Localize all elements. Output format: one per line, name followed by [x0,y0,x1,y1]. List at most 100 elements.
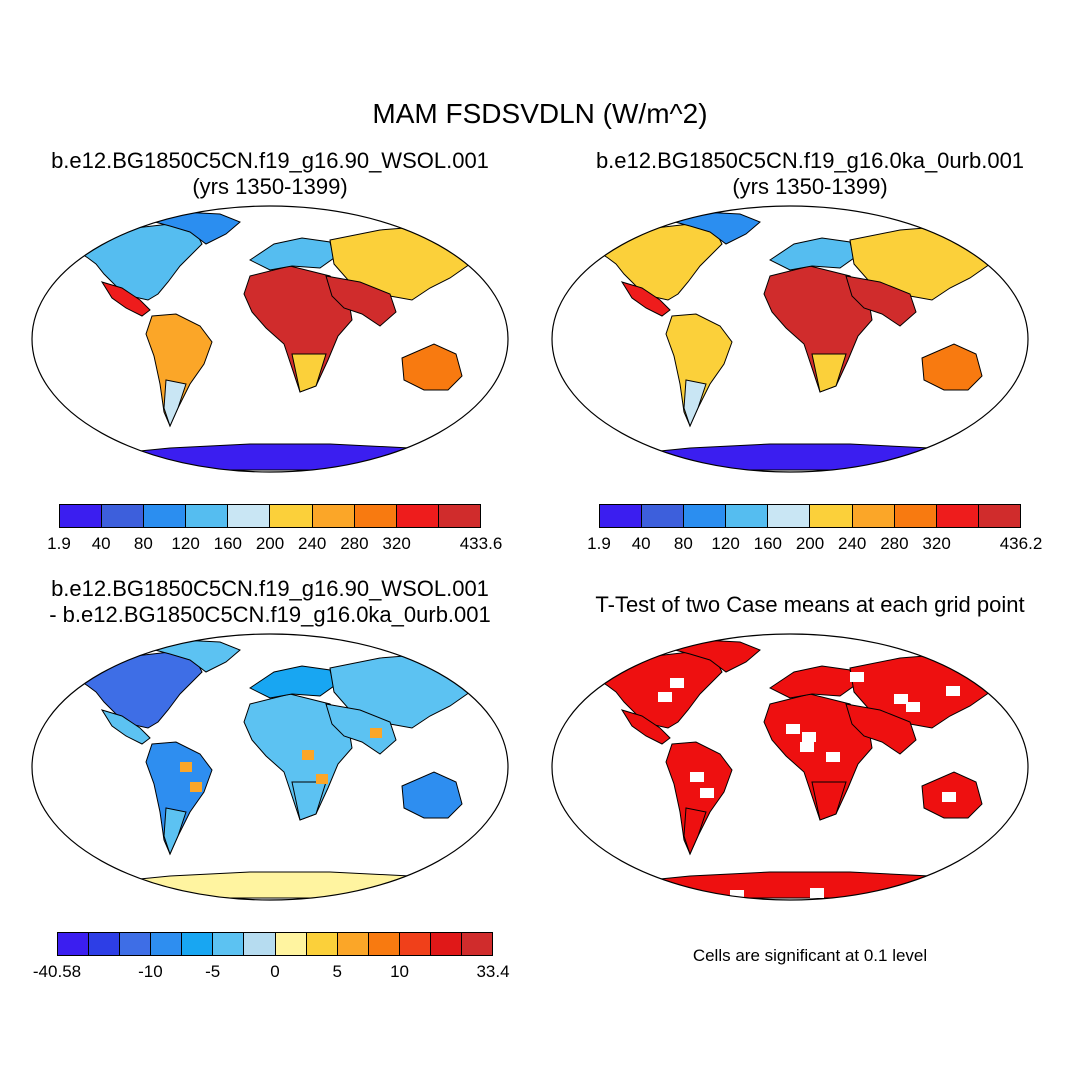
colorbar-swatch [275,933,307,955]
colorbar-tick-label: 160 [753,534,782,553]
colorbar-tick-label: 1.9 [47,534,71,553]
figure-title: MAM FSDSVDLN (W/m^2) [372,98,708,129]
colorbar-tick-label: 80 [673,534,693,553]
colorbar-swatch [186,505,229,527]
colorbar-swatch [60,505,103,527]
insignificant-cell [850,672,864,682]
colorbar-swatch [368,933,400,955]
colorbar-swatch [244,933,276,955]
map-frame [551,205,1029,473]
colorbar-swatch [58,933,90,955]
colorbar-swatch [936,505,979,527]
colorbar-tick-label: 40 [91,534,111,553]
panel4-title: T-Test of two Case means at each grid po… [595,592,1025,617]
colorbar-tick-label: 280 [340,534,369,553]
colorbar-tick-label: 120 [711,534,740,553]
colorbar-tick-label: 200 [795,534,825,553]
colorbar-tick-label: 5 [332,962,343,981]
colorbar-swatch [151,933,183,955]
colorbar-panel-1 [59,504,481,528]
region-middle-east-india [845,703,917,755]
region-south-america-south [163,379,187,428]
region-africa-south [811,781,847,821]
panel1-title-line2: (yrs 1350-1399) [192,174,348,199]
region-africa-south [291,353,327,393]
colorbar-tick-label: 160 [213,534,242,553]
colorbar-tick-label: 120 [171,534,200,553]
region-middle-east-india [325,703,397,755]
colorbar-tick-label: 240 [298,534,327,553]
colorbar-tick-label: -10 [138,962,163,981]
insignificant-cell [800,742,814,752]
colorbar-swatch [462,933,493,955]
colorbar-swatch [213,933,245,955]
colorbar-swatch [144,505,187,527]
insignificant-cell [786,724,800,734]
colorbar-tick-label: 433.6 [459,534,503,553]
colorbar-swatch [978,505,1020,527]
colorbar-tick-label: 240 [838,534,867,553]
region-south-america-south [683,807,707,856]
region-europe [249,237,335,271]
region-mexico [100,709,151,745]
region-north-america [588,651,723,729]
map-frame [31,633,509,901]
region-south-america [665,313,733,428]
colorbar-swatch [312,505,355,527]
map-panel-2 [551,205,1029,473]
region-north-america [68,651,203,729]
region-europe [249,665,335,699]
panel1-title-line1: b.e12.BG1850C5CN.f19_g16.90_WSOL.001 [51,148,489,173]
region-australia [401,343,463,391]
colorbar-tick-label: 320 [382,534,411,553]
insignificant-cell [802,732,816,742]
map-panel-1 [31,205,509,473]
colorbar-tick-label: 436.2 [999,534,1043,553]
colorbar-swatch [684,505,727,527]
region-north-america [588,223,723,301]
panel3-title-line1: b.e12.BG1850C5CN.f19_g16.90_WSOL.001 [51,576,489,601]
insignificant-cell [894,694,908,704]
insignificant-cell [658,692,672,702]
region-africa-south [811,353,847,393]
colorbar-tick-label: 200 [255,534,285,553]
insignificant-cell [690,772,704,782]
panel3-title-line2: - b.e12.BG1850C5CN.f19_g16.0ka_0urb.001 [49,602,491,627]
colorbar-swatch [894,505,937,527]
panel2-title-line2: (yrs 1350-1399) [732,174,888,199]
significance-note: Cells are significant at 0.1 level [692,946,928,965]
region-mexico [620,281,671,317]
colorbar-swatch [399,933,431,955]
colorbar-swatch [228,505,271,527]
region-australia [401,771,463,819]
difference-hotspot [180,762,192,772]
colorbar-swatch [438,505,480,527]
insignificant-cell [700,788,714,798]
colorbar-swatch [270,505,313,527]
map2-land [588,211,1003,471]
region-australia [921,343,983,391]
colorbar-tick-label: -5 [205,962,221,981]
region-south-america-south [683,379,707,428]
colorbar-swatch [642,505,685,527]
map-panel-3-difference [31,633,509,901]
colorbar-tick-label: 40 [631,534,651,553]
insignificant-cell [942,792,956,802]
colorbar-swatch [120,933,152,955]
insignificant-cell [960,712,974,722]
region-north-america [68,223,203,301]
colorbar-tick-label: 1.9 [587,534,611,553]
insignificant-cell [810,888,824,898]
region-south-america [145,313,213,428]
colorbar-swatch [306,933,338,955]
region-africa-south [291,781,327,821]
difference-hotspot [316,774,328,784]
colorbar-tick-label: 33.4 [476,962,510,981]
colorbar-tick-label: -40.58 [32,962,82,981]
colorbar-swatch [430,933,463,955]
insignificant-cell [906,702,920,712]
colorbar-tick-label: 80 [133,534,153,553]
colorbar-swatch [89,933,121,955]
region-mexico [620,709,671,745]
panel2-title-line1: b.e12.BG1850C5CN.f19_g16.0ka_0urb.001 [595,148,1025,173]
